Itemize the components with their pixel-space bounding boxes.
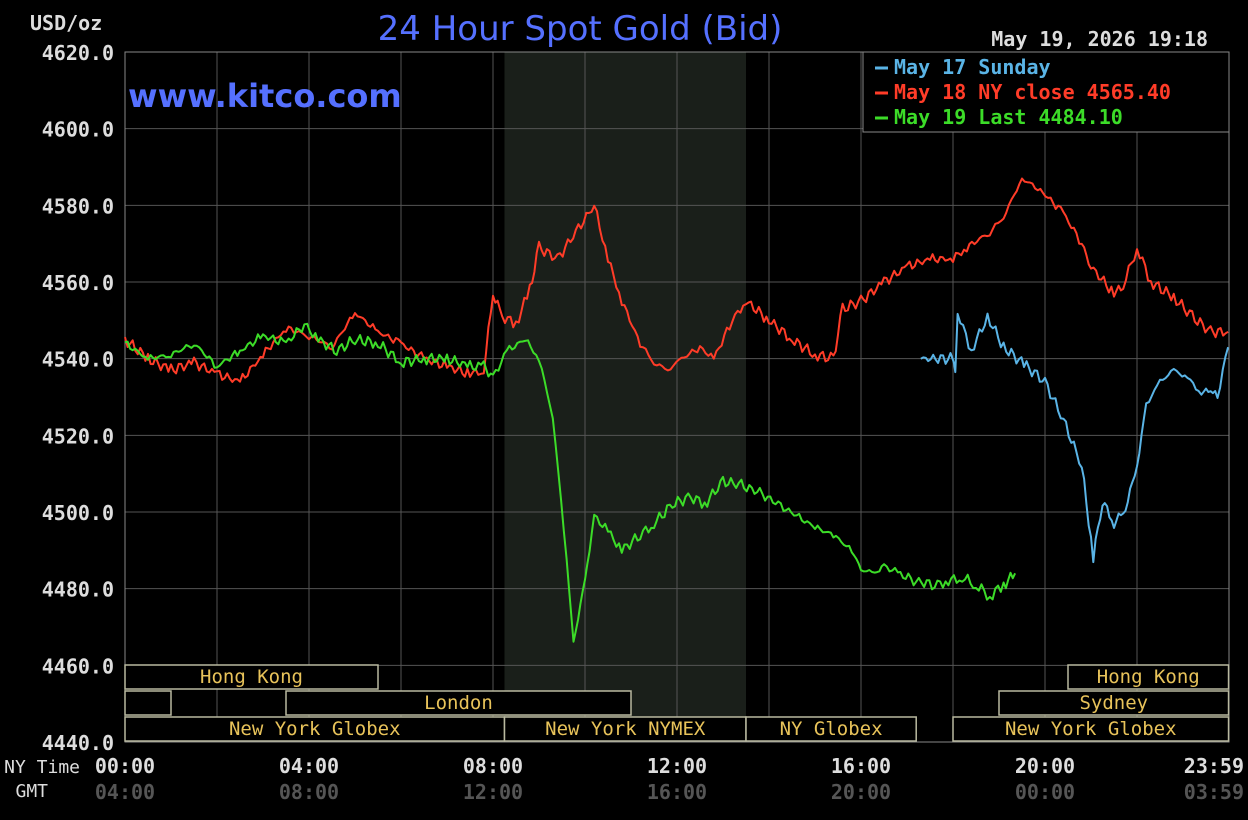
legend-entry: May 19 Last 4484.10 <box>894 105 1123 129</box>
x-tick-label-gmt: 04:00 <box>95 780 155 804</box>
series-line <box>920 312 1230 564</box>
session-label: Sydney <box>1079 692 1148 714</box>
x-tick-label-ny: 16:00 <box>831 754 891 778</box>
y-tick-label: 4440.0 <box>42 731 114 755</box>
session-bar <box>124 716 506 742</box>
y-tick-label: 4500.0 <box>42 501 114 525</box>
session-bar <box>998 690 1230 716</box>
session-label: New York Globex <box>1005 718 1177 740</box>
session-label: NY Globex <box>780 718 883 740</box>
x-tick-label-ny: 04:00 <box>279 754 339 778</box>
x-tick-label-ny: 23:59 <box>1184 754 1244 778</box>
x-tick-label-ny: 00:00 <box>95 754 155 778</box>
session-bar <box>285 690 632 716</box>
y-tick-label: 4620.0 <box>42 41 114 65</box>
plot-border <box>124 51 1230 743</box>
x-tick-label-ny: 20:00 <box>1015 754 1075 778</box>
legend-entry: May 17 Sunday <box>894 55 1051 79</box>
y-tick-label: 4480.0 <box>42 578 114 602</box>
legend-box <box>862 51 1230 133</box>
kitco-watermark: www.kitco.com <box>128 77 402 115</box>
timestamp: May 19, 2026 19:18 <box>991 27 1208 51</box>
price-series <box>124 177 1230 643</box>
x-tick-label-gmt: 00:00 <box>1015 780 1075 804</box>
session-bar <box>503 716 747 742</box>
x-tick-label-gmt: 08:00 <box>279 780 339 804</box>
x-tick-label-ny: 08:00 <box>463 754 523 778</box>
session-label: London <box>424 692 493 714</box>
y-tick-label: 4580.0 <box>42 194 114 218</box>
x-tick-label-gmt: 16:00 <box>647 780 707 804</box>
chart-title: 24 Hour Spot Gold (Bid) <box>378 9 783 49</box>
session-label: Hong Kong <box>1097 666 1200 688</box>
y-tick-label: 4540.0 <box>42 348 114 372</box>
y-axis: 4620.0 4600.0 4580.0 4560.0 4540.0 4520.0 4500… <box>42 41 114 755</box>
x-tick-label-ny: 12:00 <box>647 754 707 778</box>
y-tick-label: 4600.0 <box>42 118 114 142</box>
grid-lines <box>124 51 1230 743</box>
market-sessions: Hong Kong London New York Globex New York N… <box>124 664 1230 742</box>
y-tick-label: 4520.0 <box>42 424 114 448</box>
series-line <box>124 177 1229 383</box>
x-tick-label-gmt: 20:00 <box>831 780 891 804</box>
x-tick-label-gmt: 03:59 <box>1184 780 1244 804</box>
y-tick-label: 4460.0 <box>42 654 114 678</box>
session-label: New York Globex <box>229 718 401 740</box>
legend-entry: May 18 NY close 4565.40 <box>894 80 1171 104</box>
session-bar <box>952 716 1230 742</box>
nymex-session-shade <box>504 52 746 742</box>
series-line <box>124 322 1017 643</box>
session-bar <box>124 690 172 716</box>
session-label: Hong Kong <box>200 666 303 688</box>
session-bar <box>745 716 917 742</box>
ny-time-row-label: NY Time <box>4 757 80 778</box>
session-bar <box>1067 664 1230 690</box>
x-tick-label-gmt: 12:00 <box>463 780 523 804</box>
unit-label: USD/oz <box>30 11 102 35</box>
session-label: New York NYMEX <box>545 718 706 740</box>
session-bar <box>124 664 379 690</box>
gmt-row-label: GMT <box>15 781 48 802</box>
y-tick-label: 4560.0 <box>42 271 114 295</box>
